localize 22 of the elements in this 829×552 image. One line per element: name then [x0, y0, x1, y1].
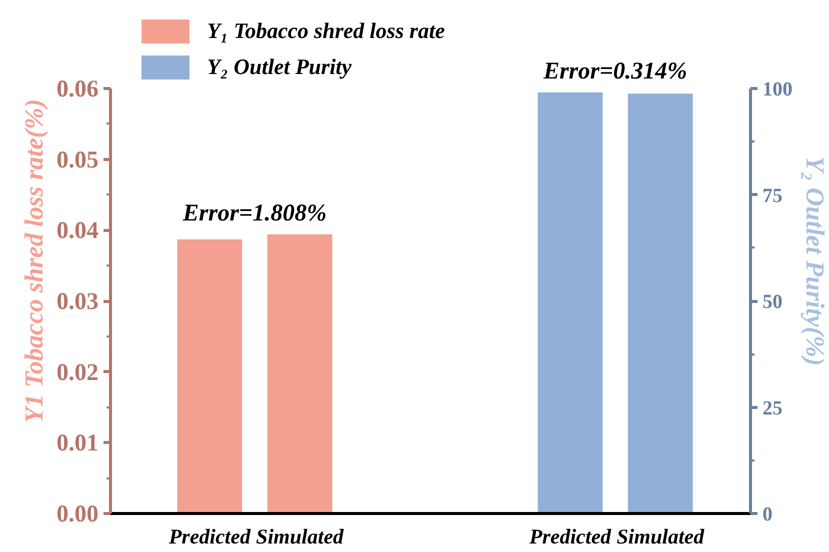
y2-tick-label: 100 — [762, 78, 792, 100]
y-tick-label: 0.01 — [56, 430, 98, 457]
y-tick-label: 0.04 — [56, 218, 98, 244]
y-tick-label: 0.00 — [56, 502, 98, 528]
y-tick-label: 0.03 — [56, 289, 98, 315]
legend-label: Y₂ Outlet Purity — [207, 54, 352, 80]
legend-label: Y₁ Tobacco shred loss rate — [207, 18, 445, 44]
y2-axis-title: Y₂ Outlet Purity(%) — [800, 156, 829, 366]
y-tick-label: 0.02 — [56, 360, 98, 386]
y2-tick-label: 50 — [762, 291, 782, 313]
y2-tick-label: 25 — [762, 397, 782, 420]
text: Error=0.314% — [542, 58, 688, 84]
x-tick-label: Predicted — [528, 524, 612, 548]
x-tick-label: Simulated — [256, 524, 344, 548]
annotation: Error=1.808% — [182, 200, 327, 226]
y2-tick-label: 0 — [762, 504, 772, 526]
x-tick-label: Simulated — [616, 524, 705, 548]
y-axis-title: Y1 Tobacco shred loss rate(%) — [20, 98, 48, 424]
y-tick-label: 0.06 — [56, 76, 98, 102]
x-tick-label: Predicted — [168, 524, 251, 548]
y2-tick-label: 75 — [762, 184, 782, 207]
y-tick-label: 0.05 — [56, 147, 98, 174]
